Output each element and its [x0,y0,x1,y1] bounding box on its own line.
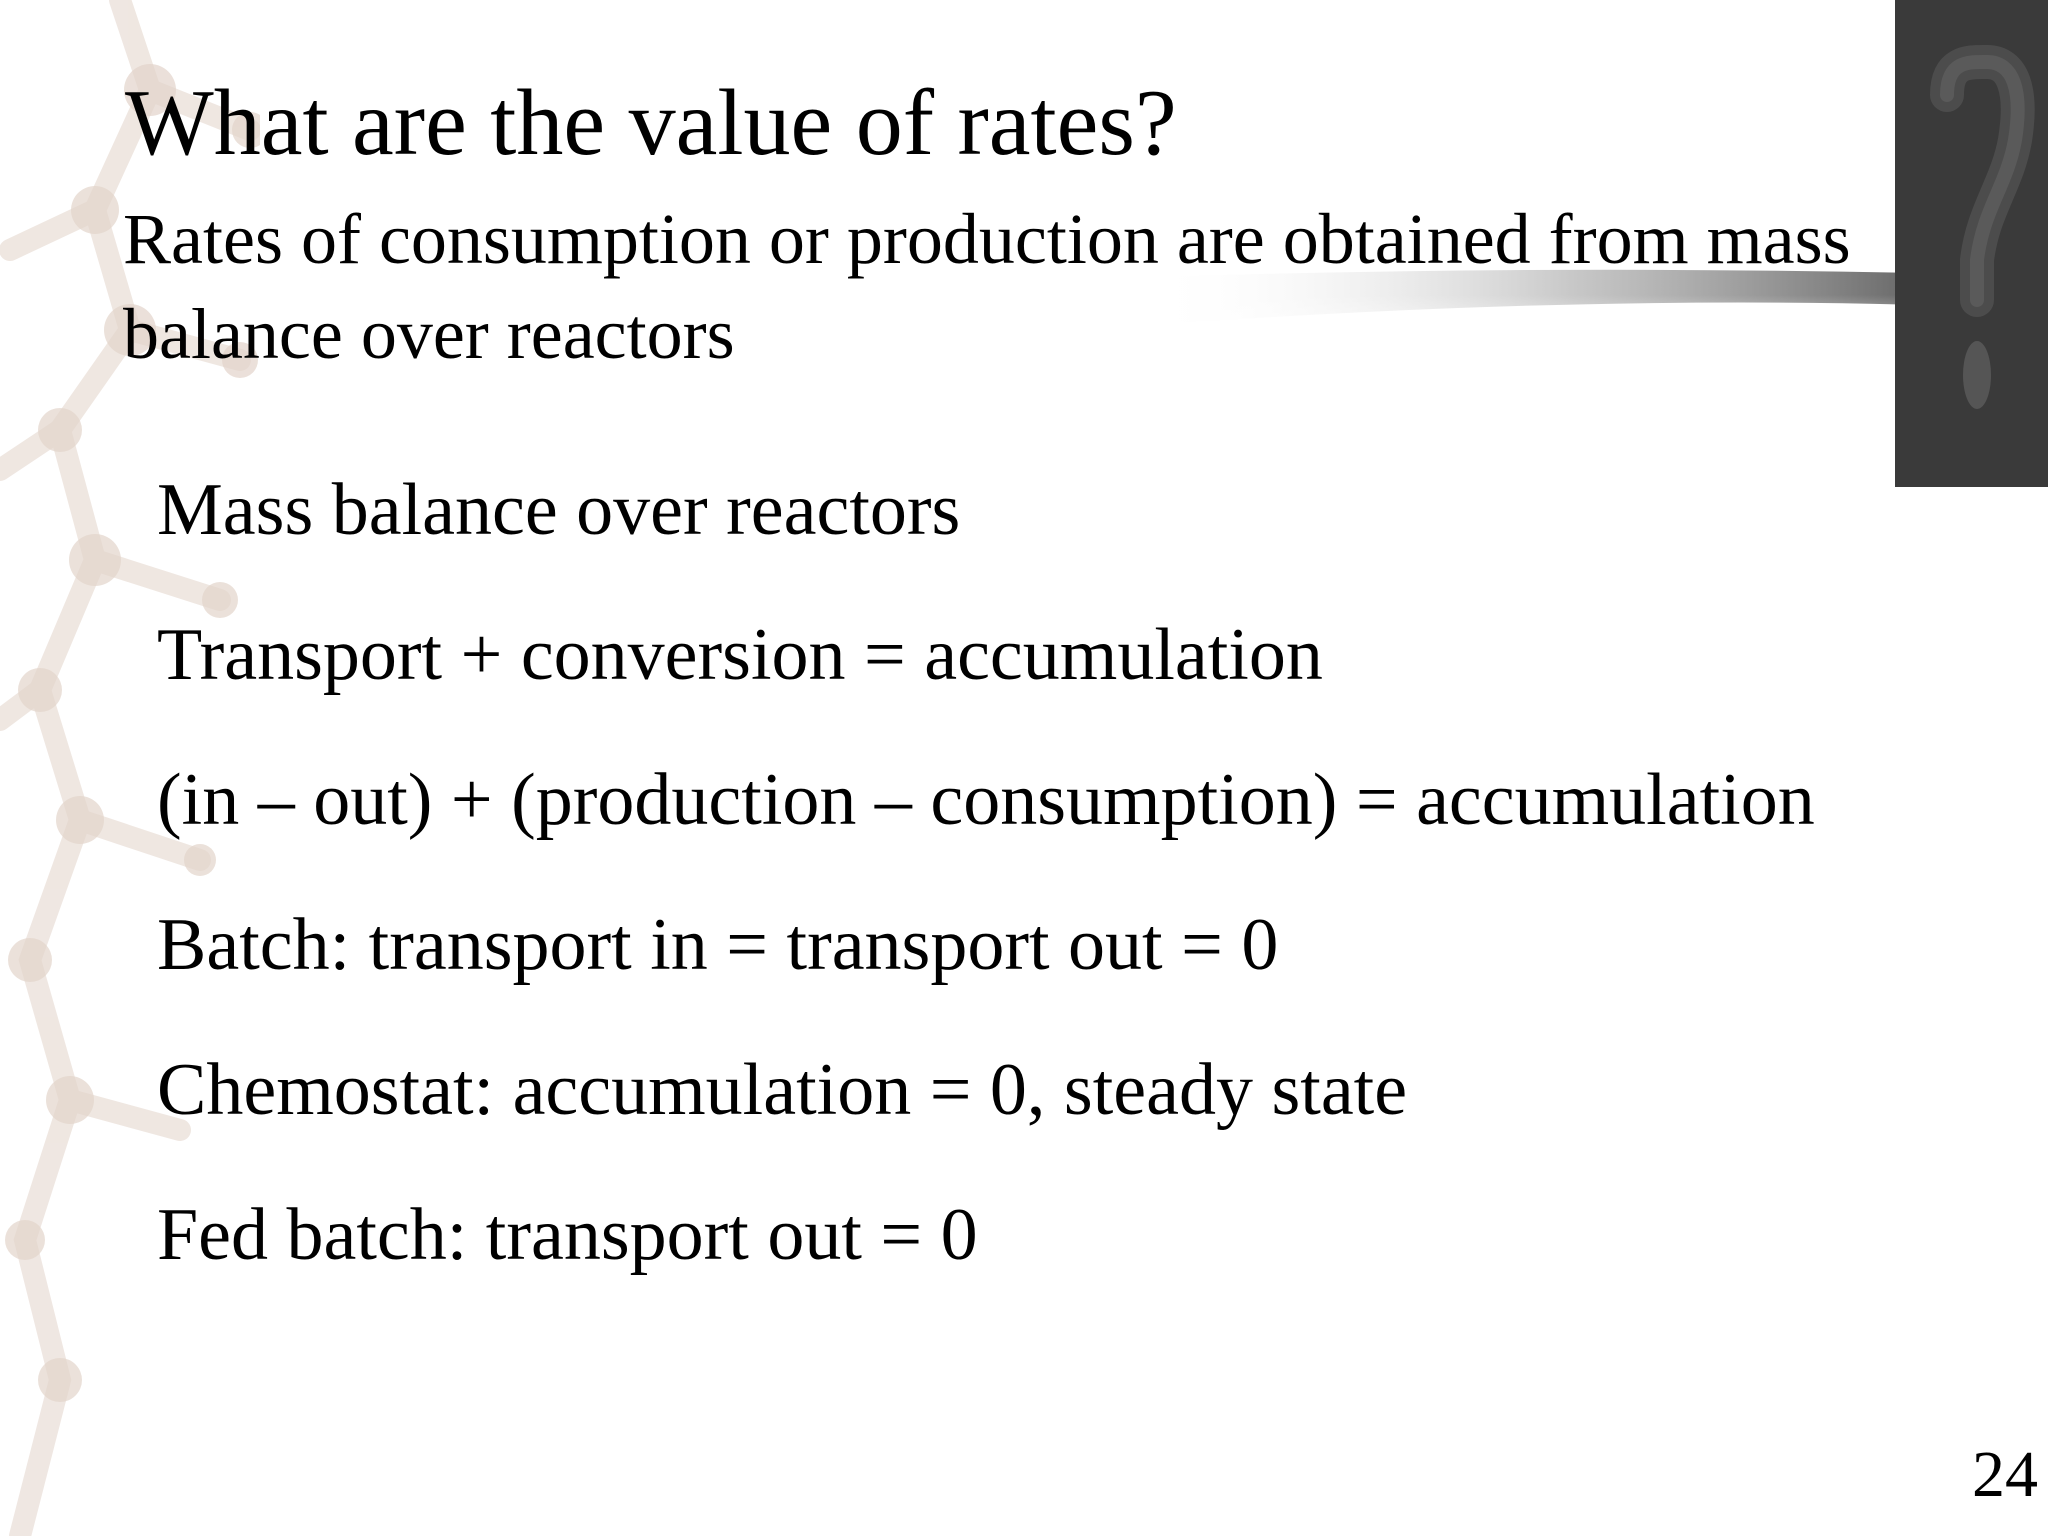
question-mark-icon [1930,44,2035,409]
body-line: Transport + conversion = accumulation [157,614,1323,696]
header-swoosh-decoration [1150,269,1920,355]
molecule-chain-decoration [0,0,260,1536]
body-line: (in – out) + (production – consumption) … [157,759,1815,841]
slide-subtitle: Rates of consumption or production are o… [123,199,1851,374]
body-line: Mass balance over reactors [157,469,961,551]
slide-title: What are the value of rates? [125,71,1177,175]
body-line: Batch: transport in = transport out = 0 [157,904,1279,986]
page-number: 24 [1972,1438,2038,1511]
body-line: Fed batch: transport out = 0 [157,1194,978,1276]
body-line: Chemostat: accumulation = 0, steady stat… [157,1049,1408,1131]
body-text-list: Mass balance over reactors Transport + c… [157,465,1815,1335]
question-mark-panel [1895,0,2048,487]
